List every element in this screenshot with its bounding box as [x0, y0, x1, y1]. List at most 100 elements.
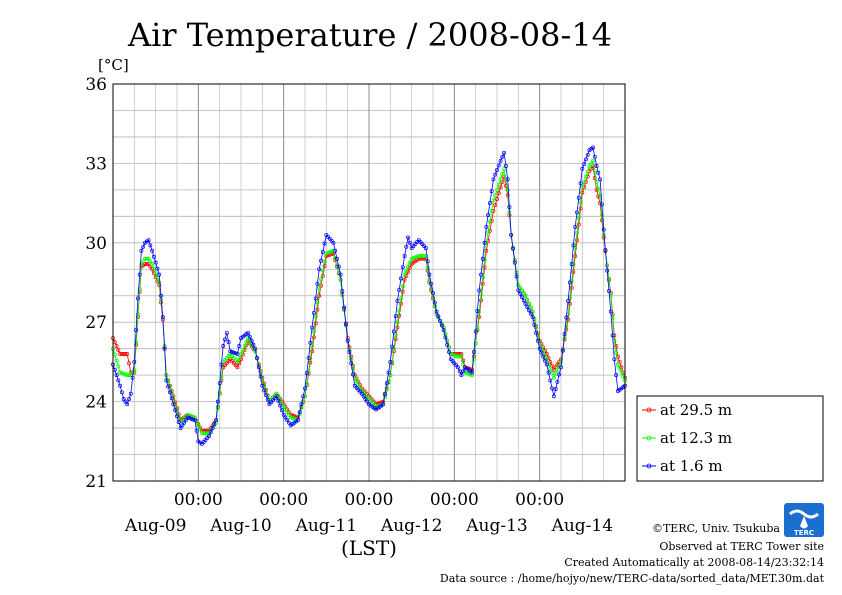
data-point — [404, 268, 409, 273]
data-point — [281, 404, 286, 409]
data-point — [607, 289, 611, 294]
data-point — [299, 402, 304, 407]
data-point — [496, 163, 501, 168]
data-point — [484, 224, 489, 229]
data-point — [127, 397, 131, 401]
data-point — [607, 278, 611, 283]
data-point — [399, 296, 403, 301]
data-point — [557, 372, 562, 377]
data-point — [413, 255, 418, 260]
data-point — [438, 318, 443, 323]
data-point — [431, 291, 435, 296]
data-point — [203, 431, 208, 436]
data-point — [461, 358, 466, 363]
data-point — [397, 287, 402, 292]
data-point — [349, 361, 354, 366]
drop-icon — [800, 516, 808, 529]
data-point — [395, 325, 400, 330]
data-point — [244, 340, 249, 345]
data-point — [151, 254, 156, 259]
data-point — [425, 265, 430, 270]
data-point — [427, 277, 432, 282]
data-point — [118, 352, 123, 356]
data-point — [571, 269, 576, 274]
data-point — [432, 300, 437, 305]
data-point — [479, 298, 483, 303]
data-point — [528, 305, 533, 310]
data-point — [386, 370, 391, 375]
data-point — [544, 362, 549, 367]
data-point — [235, 352, 240, 356]
data-point — [406, 235, 411, 240]
data-point — [150, 262, 155, 266]
data-point — [114, 358, 119, 363]
legend-label: at 29.5 m — [660, 401, 732, 419]
data-point — [265, 397, 270, 402]
data-point — [516, 288, 521, 293]
data-point — [518, 291, 523, 296]
data-point — [313, 296, 318, 301]
data-point — [582, 162, 587, 167]
data-point — [194, 428, 199, 433]
data-point — [125, 352, 130, 356]
data-point — [576, 195, 581, 200]
data-point — [617, 359, 622, 364]
data-point — [500, 154, 505, 159]
data-point — [313, 314, 318, 319]
data-point — [399, 276, 403, 281]
site-text: Observed at TERC Tower site — [659, 540, 824, 553]
data-point — [503, 164, 508, 168]
data-point — [525, 297, 530, 302]
data-point — [489, 189, 494, 194]
data-point — [278, 403, 283, 408]
data-point — [532, 322, 537, 327]
data-point — [573, 254, 578, 258]
data-point — [601, 227, 606, 232]
data-point — [338, 272, 343, 277]
series-line — [112, 159, 626, 434]
data-point — [599, 202, 604, 207]
data-point — [587, 164, 592, 168]
data-point — [150, 267, 155, 272]
data-point — [578, 206, 583, 211]
data-point — [610, 333, 615, 338]
data-point — [534, 330, 539, 335]
data-point — [477, 314, 482, 319]
data-point — [288, 415, 293, 420]
data-point — [555, 379, 560, 384]
data-point — [564, 315, 569, 320]
data-point — [326, 250, 331, 255]
data-point — [612, 357, 617, 362]
source-text: Data source : /home/hojyo/new/TERC-data/… — [440, 572, 825, 585]
data-point — [567, 301, 572, 306]
data-point — [301, 394, 306, 399]
data-point — [320, 250, 325, 255]
data-point — [447, 345, 451, 350]
data-point — [486, 230, 491, 235]
data-point — [351, 372, 355, 377]
data-point — [491, 198, 496, 203]
data-point — [521, 298, 526, 303]
data-point — [615, 362, 620, 367]
data-point — [114, 344, 119, 348]
x-date-label: Aug-13 — [465, 516, 527, 536]
data-point — [384, 387, 389, 392]
data-point — [580, 190, 585, 195]
data-point — [539, 350, 544, 355]
data-point — [459, 373, 464, 378]
data-point — [134, 340, 139, 345]
data-point — [119, 390, 124, 395]
data-point — [160, 314, 165, 319]
data-point — [347, 350, 352, 354]
data-point — [258, 374, 263, 379]
data-point — [582, 179, 587, 184]
data-point — [137, 272, 142, 277]
data-point — [427, 272, 432, 277]
terc-logo: TERC — [784, 503, 824, 537]
data-point — [217, 390, 222, 395]
data-point — [148, 259, 153, 264]
data-point — [127, 361, 131, 366]
data-point — [461, 369, 466, 374]
data-point — [500, 179, 505, 184]
data-point — [479, 272, 483, 277]
